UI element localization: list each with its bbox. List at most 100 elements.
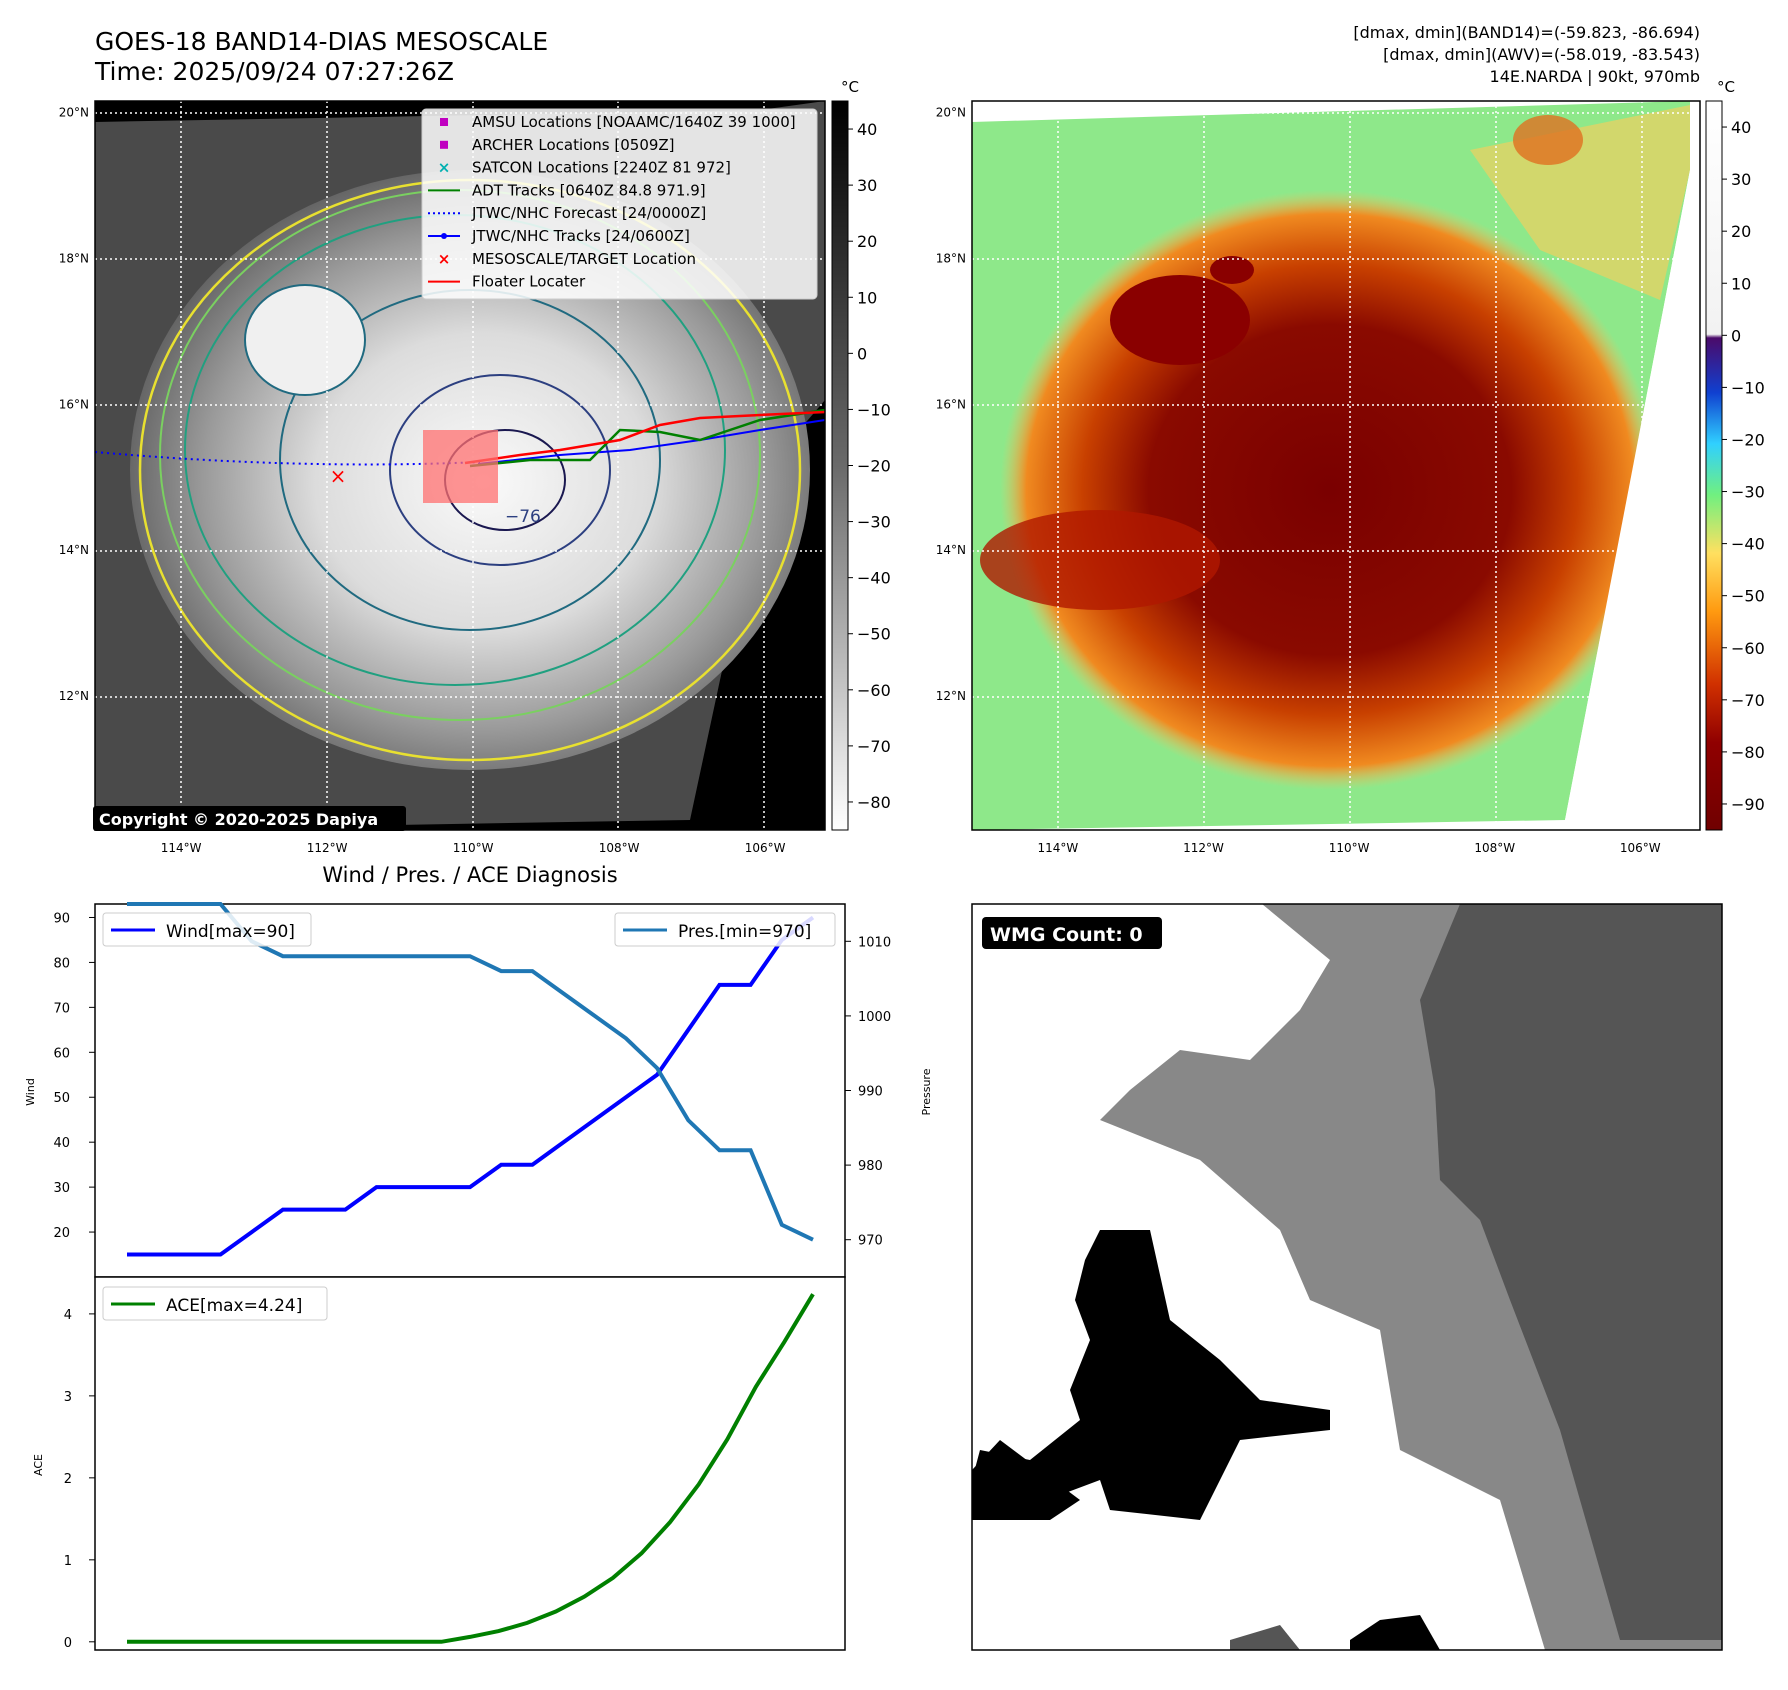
legend-item: × SATCON Locations [2240Z 81 972] <box>438 159 731 177</box>
lat-tick-label: 12°N <box>59 689 89 703</box>
colorbar-tick-label: 30 <box>857 176 877 195</box>
colorbar-tick-label: −40 <box>857 569 891 588</box>
wmg-panel: WMG Count: 0 <box>971 903 1723 1651</box>
colorbar-tick-label: −40 <box>1731 535 1765 554</box>
lat-tick-label: 18°N <box>59 251 89 265</box>
colorbar-tick-label: 0 <box>1731 326 1741 345</box>
colorbar-tick-label: 40 <box>857 120 877 139</box>
colorbar-tick-label: −80 <box>857 793 891 812</box>
colorbar-tick-label: −50 <box>857 625 891 644</box>
awv-colorbar: °C 40 30 20 10 0 −10 −20 −30 −40 −50 −60 −70 −80 −90 <box>1705 78 1765 831</box>
lon-tick-label: 106°W <box>745 841 786 855</box>
legend-item: AMSU Locations [NOAAMC/1640Z 39 1000] <box>440 113 796 131</box>
wind-tick-label: 90 <box>53 911 70 926</box>
legend-label: JTWC/NHC Forecast [24/0000Z] <box>471 204 706 222</box>
lon-tick-label: 112°W <box>307 841 348 855</box>
lat-tick-label: 20°N <box>59 106 89 120</box>
colorbar-tick-label: −60 <box>857 681 891 700</box>
colorbar-tick-label: −50 <box>1731 587 1765 606</box>
wmg-count-badge: WMG Count: 0 <box>990 924 1143 946</box>
wind-tick-label: 40 <box>53 1136 70 1151</box>
ace-tick-label: 1 <box>64 1554 72 1569</box>
colorbar-tick-label: −70 <box>1731 691 1765 710</box>
lon-tick-label: 108°W <box>599 841 640 855</box>
wind-tick-label: 20 <box>53 1226 70 1241</box>
wind-axis-label: Wind <box>24 1078 37 1106</box>
ace-axis-label: ACE <box>32 1454 45 1476</box>
pressure-axis-label: Pressure <box>920 1068 933 1115</box>
ace-tick-label: 4 <box>64 1308 72 1323</box>
legend-label: ADT Tracks [0640Z 84.8 971.9] <box>472 181 706 199</box>
colorbar-tick-label: 40 <box>1731 118 1751 137</box>
legend-marker-x: × <box>438 250 451 268</box>
legend-marker-square <box>440 140 448 149</box>
colorbar-tick-label: 0 <box>857 344 867 363</box>
pressure-tick-label: 980 <box>858 1159 883 1174</box>
wind-tick-label: 50 <box>53 1091 70 1106</box>
ir-legend: AMSU Locations [NOAAMC/1640Z 39 1000] ARC… <box>421 108 818 300</box>
ace-chart: 4 3 2 1 0 ACE ACE[max=4.24] <box>32 1276 846 1651</box>
diagnosis-title: Wind / Pres. / ACE Diagnosis <box>322 863 617 887</box>
colorbar-tick-label: −10 <box>857 400 891 419</box>
colorbar-tick-label: 20 <box>1731 222 1751 241</box>
ace-tick-label: 0 <box>64 1636 72 1651</box>
colorbar-tick-label: −70 <box>857 737 891 756</box>
wind-tick-label: 70 <box>53 1001 70 1016</box>
wind-legend: Wind[max=90] <box>166 922 295 942</box>
pressure-tick-label: 990 <box>858 1085 883 1100</box>
ace-tick-label: 2 <box>64 1472 72 1487</box>
colorbar-tick-label: −20 <box>857 457 891 476</box>
wind-tick-label: 80 <box>53 956 70 971</box>
legend-marker-square <box>440 118 448 126</box>
lon-tick-label: 114°W <box>161 841 202 855</box>
colorbar-tick-label: −10 <box>1731 378 1765 397</box>
legend-label: MESOSCALE/TARGET Location <box>472 250 696 268</box>
pressure-tick-label: 1010 <box>858 935 891 950</box>
lon-tick-label: 112°W <box>1183 841 1224 855</box>
lat-tick-label: 16°N <box>59 397 89 411</box>
lat-tick-label: 16°N <box>936 397 966 411</box>
lon-tick-label: 110°W <box>1329 841 1370 855</box>
colorbar-tick-label: −30 <box>857 513 891 532</box>
legend-label: Floater Locater <box>472 273 586 291</box>
awv-colorbar-unit: °C <box>1717 78 1735 96</box>
colorbar-tick-label: 30 <box>1731 170 1751 189</box>
legend-item: Floater Locater <box>428 273 586 291</box>
figure-title-line2: Time: 2025/09/24 07:27:26Z <box>94 57 454 86</box>
colorbar-tick-label: 20 <box>857 232 877 251</box>
ir-colorbar-unit: °C <box>841 78 859 96</box>
wind-tick-label: 60 <box>53 1046 70 1061</box>
ir-contour-label: −76 <box>505 507 541 527</box>
mesoscale-target-marker: × <box>330 464 347 488</box>
colorbar-tick-label: −30 <box>1731 483 1765 502</box>
wind-tick-label: 30 <box>53 1181 70 1196</box>
lat-tick-label: 20°N <box>936 106 966 120</box>
lon-tick-label: 106°W <box>1620 841 1661 855</box>
legend-marker-dot <box>441 233 447 239</box>
colorbar-tick-label: 10 <box>1731 274 1751 293</box>
pressure-tick-label: 970 <box>858 1234 883 1249</box>
pressure-legend: Pres.[min=970] <box>678 922 811 942</box>
legend-label: AMSU Locations [NOAAMC/1640Z 39 1000] <box>472 113 796 131</box>
info-line1: [dmax, dmin](BAND14)=(-59.823, -86.694) <box>1353 23 1700 42</box>
lat-tick-label: 14°N <box>936 543 966 557</box>
legend-item: ADT Tracks [0640Z 84.8 971.9] <box>428 181 706 199</box>
awv-map-panel <box>971 100 1701 831</box>
figure-title-line1: GOES-18 BAND14-DIAS MESOSCALE <box>95 27 548 56</box>
lon-tick-label: 110°W <box>453 841 494 855</box>
legend-label: JTWC/NHC Tracks [24/0600Z] <box>471 227 690 245</box>
pressure-tick-label: 1000 <box>858 1010 891 1025</box>
colorbar-tick-label: 10 <box>857 288 877 307</box>
lat-tick-label: 18°N <box>936 251 966 265</box>
wind-series-line <box>127 915 815 1257</box>
colorbar-tick-label: −80 <box>1731 743 1765 762</box>
colorbar-tick-label: −90 <box>1731 795 1765 814</box>
ace-legend: ACE[max=4.24] <box>166 1296 302 1316</box>
legend-label: SATCON Locations [2240Z 81 972] <box>472 159 731 177</box>
legend-item: JTWC/NHC Forecast [24/0000Z] <box>428 204 706 222</box>
info-line3: 14E.NARDA | 90kt, 970mb <box>1490 67 1700 86</box>
lat-tick-label: 14°N <box>59 543 89 557</box>
lat-tick-label: 12°N <box>936 689 966 703</box>
lon-tick-label: 114°W <box>1038 841 1079 855</box>
